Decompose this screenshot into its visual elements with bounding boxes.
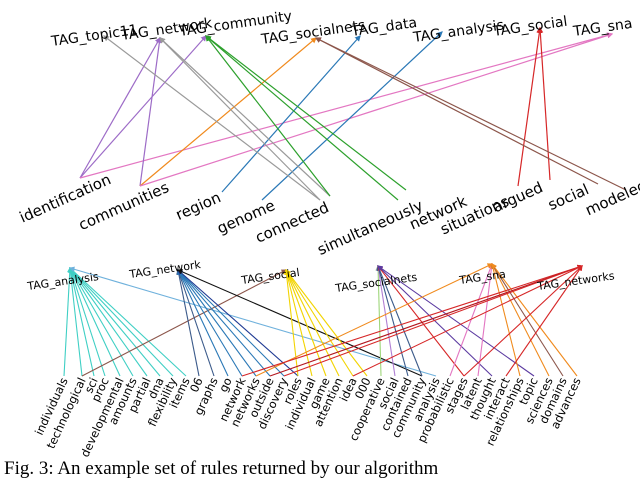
top-edge-social-to-tag-social bbox=[537, 26, 551, 181]
bottom-tag-tag-networks: TAG_networks bbox=[536, 269, 616, 293]
top-edges bbox=[79, 26, 627, 201]
top-edge-identification-to-tag-network bbox=[79, 36, 161, 179]
bottom-edge-network-to-tag-network bbox=[177, 269, 243, 377]
bottom-edge-outside-to-tag-network bbox=[177, 269, 271, 377]
top-edge-simultaneously-to-tag-community bbox=[205, 35, 331, 197]
bottom-edge-go-to-tag-network bbox=[177, 269, 229, 377]
bottom-edge-probabilistic-to-tag-sna bbox=[449, 262, 494, 377]
top-edge-argued-to-tag-social bbox=[517, 26, 543, 187]
bottom-edge-proc-to-tag-analysis bbox=[68, 266, 106, 377]
bottom-edge-contained-to-tag-socialnets bbox=[376, 264, 409, 377]
bottom-edge-community-to-tag-network bbox=[176, 269, 423, 377]
bottom-edge-000-to-tag-social bbox=[285, 269, 368, 377]
top-tag-tag-analysis: TAG_analysis bbox=[411, 17, 505, 46]
top-word-simultaneously: simultaneously bbox=[315, 196, 426, 259]
bottom-edge-individuals-to-tag-analysis bbox=[63, 266, 73, 377]
bottom-edge-networks-to-tag-sna bbox=[255, 263, 493, 377]
bottom-edge-latent-to-tag-sna bbox=[477, 262, 495, 377]
bottom-word-sci: sci bbox=[81, 375, 100, 395]
bottom-edge-individual-to-tag-social bbox=[284, 268, 313, 377]
bottom-edge-idea-to-tag-networks bbox=[352, 265, 583, 377]
bottom-edge-interact-to-tag-networks bbox=[505, 265, 583, 377]
top-edge-identification-to-tag-sna bbox=[79, 32, 614, 179]
bottom-edge-partial-to-tag-analysis bbox=[69, 267, 148, 377]
bottom-word-06: 06 bbox=[187, 375, 206, 394]
figure-caption: Fig. 3: An example set of rules returned… bbox=[4, 458, 439, 479]
top-edge-modeled-to-tag-socialnets bbox=[314, 37, 599, 185]
bottom-edge-attention-to-tag-social bbox=[285, 269, 340, 377]
top-edge-connected-to-tag-topic11 bbox=[103, 35, 321, 201]
bottom-edge-amounts-to-tag-analysis bbox=[69, 267, 134, 377]
top-edge-identification-to-tag-community bbox=[79, 35, 207, 179]
bottom-edge-community-to-tag-socialnets bbox=[377, 264, 423, 377]
bottom-edge-dna-to-tag-analysis bbox=[69, 267, 161, 377]
bottom-edge-items-to-tag-analysis bbox=[69, 267, 187, 377]
top-word-region: region bbox=[173, 188, 224, 224]
bottom-edge-analysis-to-tag-analysis bbox=[68, 266, 437, 377]
top-rule-graph: TAG_topic11TAG_networkTAG_communityTAG_s… bbox=[17, 8, 640, 259]
bottom-edge-relationships-to-tag-sna bbox=[490, 262, 521, 377]
top-edge-communities-to-tag-sna bbox=[139, 32, 614, 187]
bottom-edge-flexibility-to-tag-analysis bbox=[69, 267, 174, 377]
top-edge-connected-to-tag-network bbox=[159, 37, 321, 201]
bottom-edge-advances-to-tag-sna bbox=[491, 263, 578, 377]
top-edge-network-to-tag-community bbox=[205, 35, 399, 201]
bottom-tag-tag-socialnets: TAG_socialnets bbox=[334, 271, 419, 296]
bottom-edge-developmental-to-tag-analysis bbox=[69, 267, 121, 377]
top-tag-tag-social: TAG_social bbox=[491, 14, 568, 40]
bottom-edge-networks-to-tag-network bbox=[177, 269, 257, 377]
bottom-edge-topic-to-tag-socialnets bbox=[377, 265, 535, 377]
bottom-edges bbox=[63, 262, 584, 377]
bottom-edge-network-to-tag-networks bbox=[241, 264, 584, 377]
top-edge-situations-to-tag-community bbox=[205, 35, 407, 191]
bottom-edge-idea-to-tag-social bbox=[285, 269, 354, 377]
bottom-edge-technological-to-tag-social bbox=[81, 269, 287, 377]
bottom-word-labels: individualstechnologicalsciprocdevelopme… bbox=[32, 375, 584, 459]
top-edge-communities-to-tag-socialnets bbox=[139, 37, 317, 187]
bottom-edge-stages-to-tag-networks bbox=[463, 265, 583, 377]
bottom-edge-roles-to-tag-network bbox=[177, 269, 299, 377]
bottom-edge-cooperative-to-tag-socialnets bbox=[375, 264, 382, 377]
bottom-edge-thought-to-tag-socialnets bbox=[377, 265, 493, 377]
bottom-edge-discovery-to-tag-networks bbox=[283, 264, 584, 377]
bottom-word-go: go bbox=[216, 375, 235, 394]
bottom-edge-sciences-to-tag-sna bbox=[491, 263, 550, 377]
bottom-tag-tag-network: TAG_network bbox=[128, 258, 203, 281]
bottom-edge-outside-to-tag-networks bbox=[269, 264, 584, 377]
bottom-edge-technological-to-tag-analysis bbox=[67, 266, 83, 377]
bottom-edge-06-to-tag-network bbox=[176, 268, 200, 377]
top-edge-communities-to-tag-network bbox=[139, 36, 163, 187]
top-tag-labels: TAG_topic11TAG_networkTAG_communityTAG_s… bbox=[49, 8, 633, 50]
top-word-latent: latent bbox=[638, 184, 640, 218]
top-edge-latent-to-tag-socialnets bbox=[314, 37, 627, 191]
bottom-edge-domains-to-tag-sna bbox=[491, 263, 564, 377]
bottom-tag-tag-sna: TAG_sna bbox=[458, 268, 507, 288]
bottom-edge-stages-to-tag-socialnets bbox=[377, 265, 465, 377]
bottom-edge-discovery-to-tag-network bbox=[177, 269, 285, 377]
bottom-edge-sci-to-tag-analysis bbox=[68, 266, 95, 377]
bottom-edge-graphs-to-tag-network bbox=[176, 268, 215, 377]
top-edge-region-to-tag-data bbox=[221, 35, 361, 193]
top-edge-simultaneously-to-tag-network bbox=[159, 37, 331, 197]
